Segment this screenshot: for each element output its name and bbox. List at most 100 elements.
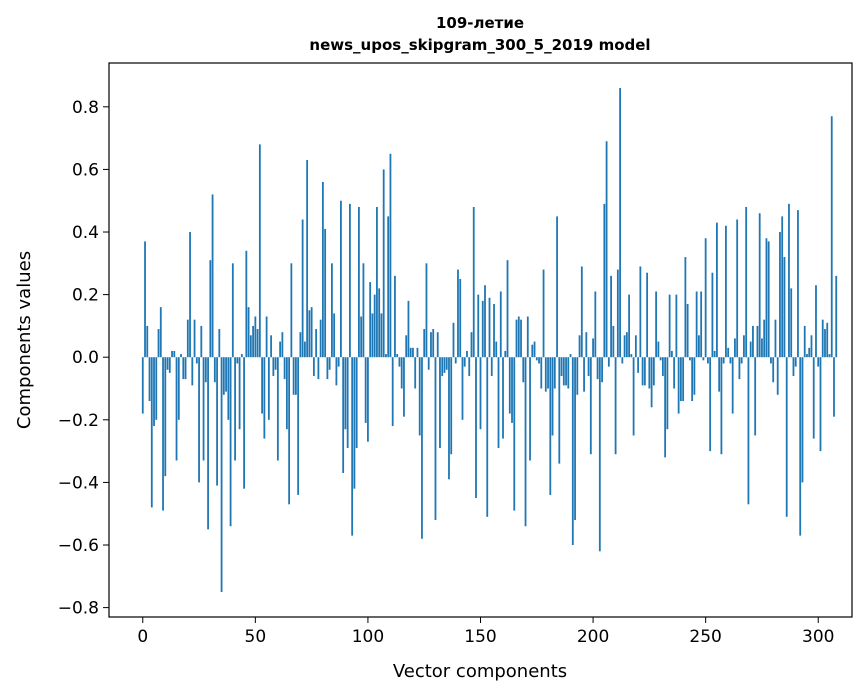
bar-240 <box>682 357 685 402</box>
bar-235 <box>670 350 673 358</box>
bar-248 <box>700 291 703 358</box>
bar-94 <box>353 357 356 489</box>
bar-106 <box>380 313 383 358</box>
bar-64 <box>285 357 288 430</box>
bar-136 <box>448 357 450 480</box>
bar-126 <box>425 263 428 358</box>
bar-53 <box>261 357 263 414</box>
bar-219 <box>634 335 637 358</box>
bar-162 <box>506 260 509 358</box>
bar-253 <box>711 272 714 358</box>
bar-220 <box>637 357 640 373</box>
bar-156 <box>493 304 495 358</box>
bar-266 <box>740 357 743 364</box>
bar-163 <box>508 357 511 414</box>
bar-203 <box>598 357 601 552</box>
bar-66 <box>290 263 293 358</box>
bar-61 <box>279 341 282 358</box>
bar-185 <box>558 357 561 464</box>
bar-114 <box>398 357 401 367</box>
bar-289 <box>792 357 795 376</box>
bar-268 <box>745 206 748 358</box>
bar-294 <box>803 325 806 358</box>
bar-74 <box>308 310 311 358</box>
bar-26 <box>200 325 203 358</box>
bar-17 <box>180 354 182 358</box>
y-tick-label: 0.8 <box>72 98 99 118</box>
bar-97 <box>360 316 363 358</box>
bar-91 <box>346 357 349 448</box>
bar-47 <box>247 307 250 358</box>
bar-292 <box>799 357 802 536</box>
bar-211 <box>616 269 619 358</box>
bar-88 <box>340 200 342 358</box>
chart-title: 109-летие <box>436 14 524 32</box>
bar-230 <box>659 357 662 361</box>
bar-98 <box>362 263 365 358</box>
bar-171 <box>526 316 529 358</box>
bar-67 <box>292 357 295 395</box>
bar-46 <box>245 250 248 358</box>
bar-44 <box>240 354 243 358</box>
bar-148 <box>475 357 477 499</box>
bar-105 <box>378 288 381 358</box>
bar-87 <box>337 357 340 367</box>
bar-145 <box>468 357 471 376</box>
bar-169 <box>522 357 525 383</box>
bar-232 <box>664 357 667 458</box>
bar-276 <box>763 319 766 358</box>
bar-270 <box>749 341 752 358</box>
bar-286 <box>785 357 788 517</box>
bar-303 <box>824 329 826 358</box>
bar-176 <box>538 357 540 364</box>
bar-146 <box>470 332 473 358</box>
bar-32 <box>213 357 216 383</box>
bar-304 <box>826 322 829 358</box>
bar-10 <box>164 357 167 477</box>
bar-7 <box>157 329 160 358</box>
bar-274 <box>758 213 761 358</box>
bar-9 <box>162 357 164 511</box>
bar-37 <box>225 357 227 392</box>
bar-141 <box>459 278 462 358</box>
bar-284 <box>781 216 784 358</box>
bar-233 <box>666 357 669 430</box>
bar-250 <box>704 238 707 358</box>
bar-244 <box>691 357 694 402</box>
bar-175 <box>535 357 538 361</box>
bar-265 <box>738 357 741 380</box>
bar-54 <box>263 357 266 439</box>
bar-129 <box>432 329 435 358</box>
bar-140 <box>457 269 459 358</box>
bar-39 <box>229 357 232 527</box>
bar-6 <box>155 357 158 420</box>
bar-306 <box>830 116 833 358</box>
bar-34 <box>218 329 221 358</box>
bar-297 <box>810 335 813 358</box>
bar-50 <box>254 316 257 358</box>
bar-104 <box>376 206 378 358</box>
bar-5 <box>153 357 155 427</box>
bar-187 <box>562 357 565 386</box>
bar-277 <box>765 238 768 358</box>
plot-frame <box>108 62 853 618</box>
bar-246 <box>695 291 698 358</box>
bar-218 <box>632 357 635 436</box>
bar-29 <box>207 357 209 530</box>
bar-76 <box>312 357 315 376</box>
bar-83 <box>328 357 331 370</box>
x-tick-label: 0 <box>137 627 148 647</box>
y-tick-label: −0.2 <box>58 411 99 431</box>
bar-298 <box>812 357 815 439</box>
bar-35 <box>220 357 223 592</box>
y-tick-label: −0.6 <box>58 536 99 556</box>
bar-79 <box>319 319 322 358</box>
bar-281 <box>774 319 777 358</box>
bar-11 <box>166 357 169 370</box>
bar-14 <box>173 350 176 358</box>
bar-58 <box>272 357 275 376</box>
bar-31 <box>211 194 214 358</box>
bar-119 <box>409 347 412 358</box>
bar-72 <box>303 341 306 358</box>
x-tick-label: 100 <box>352 627 384 647</box>
